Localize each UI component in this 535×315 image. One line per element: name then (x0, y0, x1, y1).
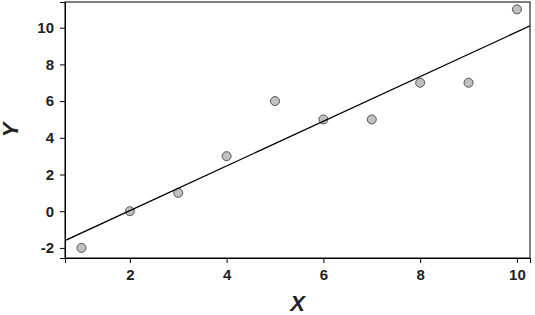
tick-mark (130, 258, 131, 263)
tick: 2 (46, 166, 65, 183)
tick-label: -2 (41, 239, 54, 256)
y-axis: -2 0 2 4 6 8 10 (37, 3, 65, 259)
tick: 8 (46, 56, 65, 73)
tick-label: 2 (46, 166, 54, 183)
chart: 2 4 6 8 10 -2 0 2 4 6 8 10 X Y (0, 0, 535, 315)
tick-mark (517, 258, 518, 263)
point (222, 152, 231, 161)
tick: 10 (509, 258, 526, 283)
axis-line (66, 259, 531, 264)
axis-line (60, 3, 66, 259)
point (464, 78, 473, 87)
tick-label: 10 (509, 266, 526, 283)
point (416, 78, 425, 87)
tick-mark (60, 175, 65, 176)
plot-frame (65, 2, 530, 258)
tick-label: 8 (416, 266, 424, 283)
tick: 6 (46, 92, 65, 109)
point (367, 115, 376, 124)
point (77, 243, 86, 252)
tick-label: 10 (37, 19, 54, 36)
tick-mark (420, 258, 421, 263)
tick-mark (60, 138, 65, 139)
fit-line (65, 26, 530, 241)
tick: 4 (46, 129, 65, 146)
x-axis-title: X (288, 291, 306, 315)
x-axis: 2 4 6 8 10 (66, 258, 531, 283)
tick: 2 (126, 258, 134, 283)
tick-mark (227, 258, 228, 263)
tick-label: 4 (46, 129, 55, 146)
marks (65, 5, 530, 253)
tick-mark (60, 211, 65, 212)
point (270, 97, 279, 106)
plot: 2 4 6 8 10 -2 0 2 4 6 8 10 (37, 2, 530, 283)
tick-label: 2 (126, 266, 134, 283)
tick: 10 (37, 19, 65, 36)
tick-mark (60, 64, 65, 65)
tick-mark (323, 258, 324, 263)
y-axis-title: Y (0, 120, 23, 137)
tick-label: 6 (320, 266, 328, 283)
tick-label: 0 (46, 203, 54, 220)
tick-label: 4 (223, 266, 232, 283)
point (512, 5, 521, 14)
tick-label: 8 (46, 56, 54, 73)
tick-mark (60, 28, 65, 29)
tick: 0 (46, 203, 65, 220)
tick-mark (60, 101, 65, 102)
tick: 8 (416, 258, 424, 283)
tick-label: 6 (46, 92, 54, 109)
tick: 6 (320, 258, 328, 283)
tick: -2 (41, 239, 65, 256)
tick: 4 (223, 258, 232, 283)
tick-mark (60, 248, 65, 249)
